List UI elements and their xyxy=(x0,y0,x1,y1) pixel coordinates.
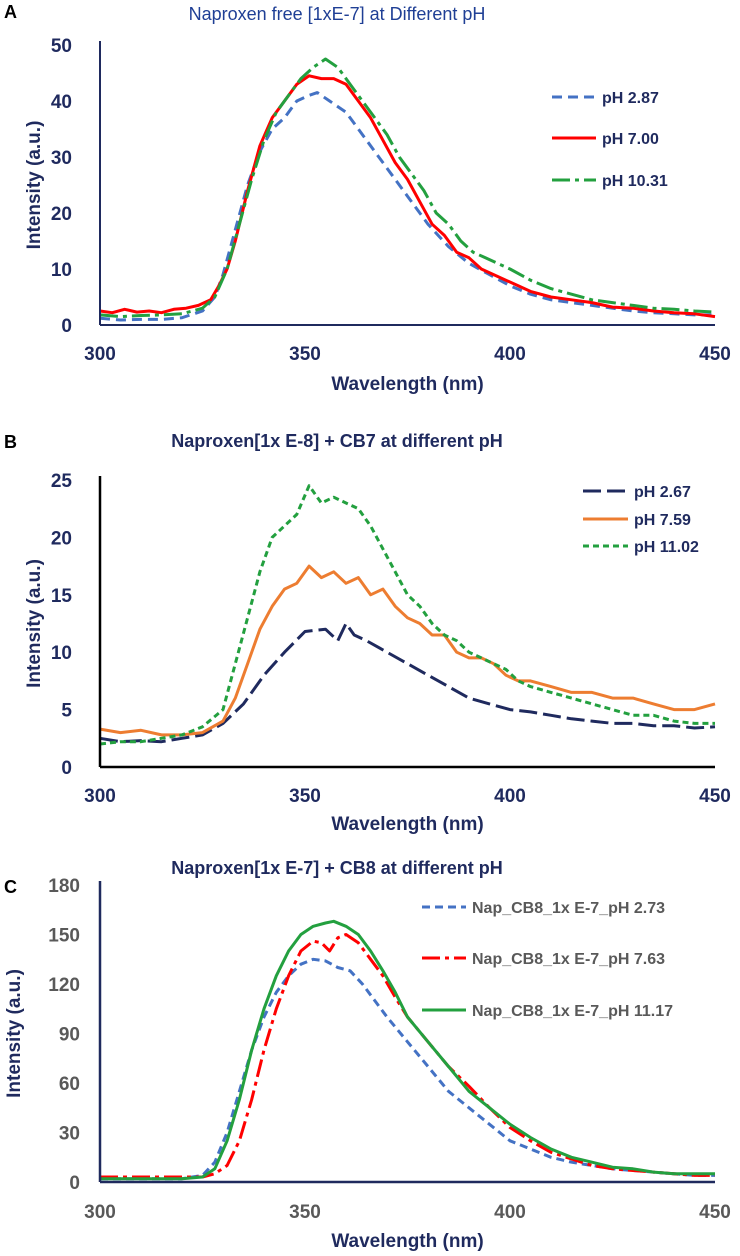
y-tick-label: 120 xyxy=(48,975,80,996)
chart-title: Naproxen[1x E-8] + CB7 at different pH xyxy=(171,431,503,451)
y-tick-label: 20 xyxy=(51,204,72,225)
y-tick-label: 30 xyxy=(59,1124,80,1145)
legend: pH 2.67 pH 7.59 pH 11.02 xyxy=(583,484,699,556)
y-tick-label: 0 xyxy=(61,758,72,779)
series-line-2 xyxy=(99,564,716,737)
y-tick-label: 10 xyxy=(51,643,72,664)
y-tick-label: 0 xyxy=(69,1173,80,1194)
y-tick-label: 5 xyxy=(61,701,72,722)
legend-label-3: Nap_CB8_1x E-7_pH 11.17 xyxy=(472,1003,673,1020)
x-tick-label: 300 xyxy=(84,786,116,807)
x-tick-label: 350 xyxy=(289,786,321,807)
chart-title: Naproxen free [1xE-7] at Different pH xyxy=(189,4,486,24)
y-tick-label: 180 xyxy=(48,876,80,897)
legend-label-1: pH 2.67 xyxy=(634,484,691,501)
x-tick-label: 450 xyxy=(699,786,731,807)
panel-letter: A xyxy=(4,2,17,22)
chart-title: Naproxen[1x E-7] + CB8 at different pH xyxy=(171,858,503,878)
series-line-1 xyxy=(99,91,715,322)
series-line-2 xyxy=(100,933,715,1179)
legend-label-2: pH 7.59 xyxy=(634,512,691,529)
legend-label-1: pH 2.87 xyxy=(602,90,659,107)
x-tick-label: 350 xyxy=(289,1202,321,1223)
y-axis-label: Intensity (a.u.) xyxy=(24,559,45,688)
x-tick-label: 400 xyxy=(494,344,526,365)
y-tick-label: 10 xyxy=(51,260,72,281)
legend-label-1: Nap_CB8_1x E-7_pH 2.73 xyxy=(472,900,665,917)
x-tick-label: 300 xyxy=(84,1202,116,1223)
legend: pH 2.87 pH 7.00 pH 10.31 xyxy=(552,90,668,190)
panel-letter: B xyxy=(4,432,17,452)
x-tick-label: 400 xyxy=(494,786,526,807)
x-tick-label: 450 xyxy=(699,344,731,365)
legend: Nap_CB8_1x E-7_pH 2.73 Nap_CB8_1x E-7_pH … xyxy=(422,900,673,1020)
y-tick-label: 15 xyxy=(51,586,73,607)
y-tick-label: 25 xyxy=(51,471,73,492)
x-tick-label: 450 xyxy=(699,1202,731,1223)
legend-label-3: pH 11.02 xyxy=(634,539,699,556)
x-tick-label: 300 xyxy=(84,344,116,365)
x-tick-label: 350 xyxy=(289,344,321,365)
series-line-1 xyxy=(99,622,716,744)
x-axis-label: Wavelength (nm) xyxy=(331,814,483,835)
y-tick-label: 20 xyxy=(51,528,72,549)
y-tick-label: 0 xyxy=(61,316,72,337)
series-line-3 xyxy=(99,57,716,319)
y-axis-label: Intensity (a.u.) xyxy=(4,969,25,1098)
y-tick-label: 90 xyxy=(59,1025,80,1046)
x-axis-label: Wavelength (nm) xyxy=(331,374,483,395)
legend-label-3: pH 10.31 xyxy=(602,173,668,190)
y-tick-label: 40 xyxy=(51,92,72,113)
panel-a: A Naproxen free [1xE-7] at Different pH 30… xyxy=(4,2,731,395)
x-tick-label: 400 xyxy=(494,1202,526,1223)
panel-c: C Naproxen[1x E-7] + CB8 at different pH 3… xyxy=(4,858,731,1252)
legend-label-2: Nap_CB8_1x E-7_pH 7.63 xyxy=(472,951,665,968)
panel-letter: C xyxy=(4,877,17,897)
y-axis-label: Intensity (a.u.) xyxy=(24,121,45,250)
legend-label-2: pH 7.00 xyxy=(602,131,659,148)
y-tick-label: 60 xyxy=(59,1074,80,1095)
y-tick-label: 30 xyxy=(51,148,72,169)
series-line-3 xyxy=(100,919,715,1181)
series-line-3 xyxy=(99,484,715,746)
x-axis-label: Wavelength (nm) xyxy=(331,1231,483,1252)
series-line-1 xyxy=(100,957,715,1181)
panel-b: B Naproxen[1x E-8] + CB7 at different pH 3… xyxy=(4,431,731,835)
series-line-2 xyxy=(99,74,716,319)
y-tick-label: 50 xyxy=(51,36,72,57)
y-tick-label: 150 xyxy=(48,926,80,947)
